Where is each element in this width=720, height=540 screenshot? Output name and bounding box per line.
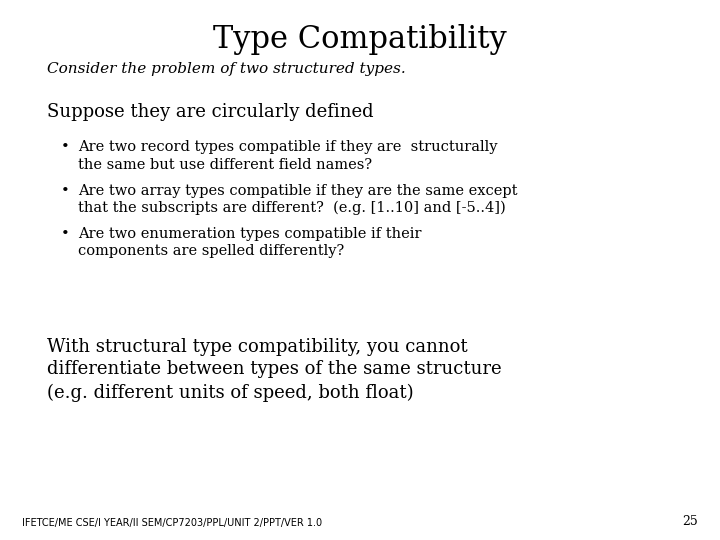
Text: 25: 25	[683, 515, 698, 528]
Text: •: •	[61, 184, 70, 198]
Text: With structural type compatibility, you cannot
differentiate between types of th: With structural type compatibility, you …	[47, 338, 501, 402]
Text: Are two enumeration types compatible if their
components are spelled differently: Are two enumeration types compatible if …	[78, 227, 421, 258]
Text: Are two array types compatible if they are the same except
that the subscripts a: Are two array types compatible if they a…	[78, 184, 517, 215]
Text: •: •	[61, 140, 70, 154]
Text: Suppose they are circularly defined: Suppose they are circularly defined	[47, 103, 374, 120]
Text: Type Compatibility: Type Compatibility	[213, 24, 507, 55]
Text: Are two record types compatible if they are  structurally
the same but use diffe: Are two record types compatible if they …	[78, 140, 498, 172]
Text: •: •	[61, 227, 70, 241]
Text: IFETCE/ME CSE/I YEAR/II SEM/CP7203/PPL/UNIT 2/PPT/VER 1.0: IFETCE/ME CSE/I YEAR/II SEM/CP7203/PPL/U…	[22, 518, 322, 528]
Text: Consider the problem of two structured types.: Consider the problem of two structured t…	[47, 62, 405, 76]
